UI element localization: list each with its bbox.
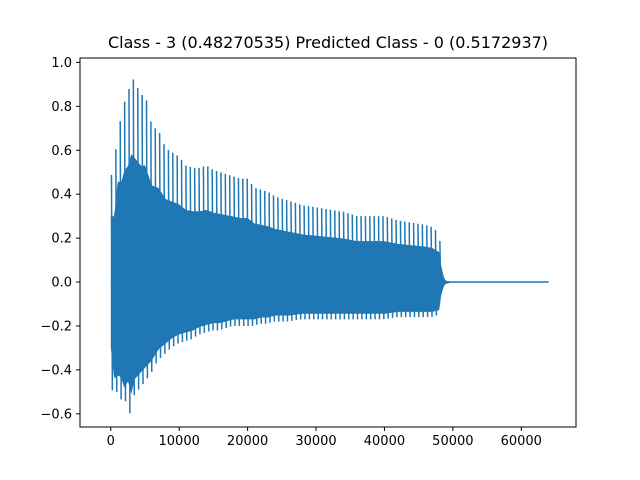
waveform-series	[110, 79, 549, 414]
x-tick-label: 20000	[227, 434, 268, 449]
y-tick-label: 0.6	[51, 144, 72, 159]
x-tick-label: 30000	[295, 434, 336, 449]
x-tick-label: 0	[107, 434, 115, 449]
y-tick-label: −0.4	[40, 363, 72, 378]
y-tick-label: 0.2	[51, 232, 72, 247]
x-tick-label: 40000	[364, 434, 405, 449]
chart-title: Class - 3 (0.48270535) Predicted Class -…	[108, 33, 548, 52]
y-tick-label: −0.2	[40, 319, 72, 334]
x-tick-label: 10000	[159, 434, 200, 449]
axes-frame	[79, 57, 577, 428]
waveform-body	[110, 154, 548, 395]
y-tick-label: 0.0	[51, 276, 72, 291]
plot-area	[110, 79, 549, 414]
y-tick-label: 0.4	[51, 188, 72, 203]
y-tick-label: −0.6	[40, 407, 72, 422]
x-tick-label: 50000	[432, 434, 473, 449]
y-tick-label: 0.8	[51, 100, 72, 115]
x-tick-label: 60000	[501, 434, 542, 449]
y-tick-label: 1.0	[51, 56, 72, 71]
axes: 0 10000 20000 30000 40000 50000 60000 −0.6 −0.4 −…	[40, 56, 577, 449]
